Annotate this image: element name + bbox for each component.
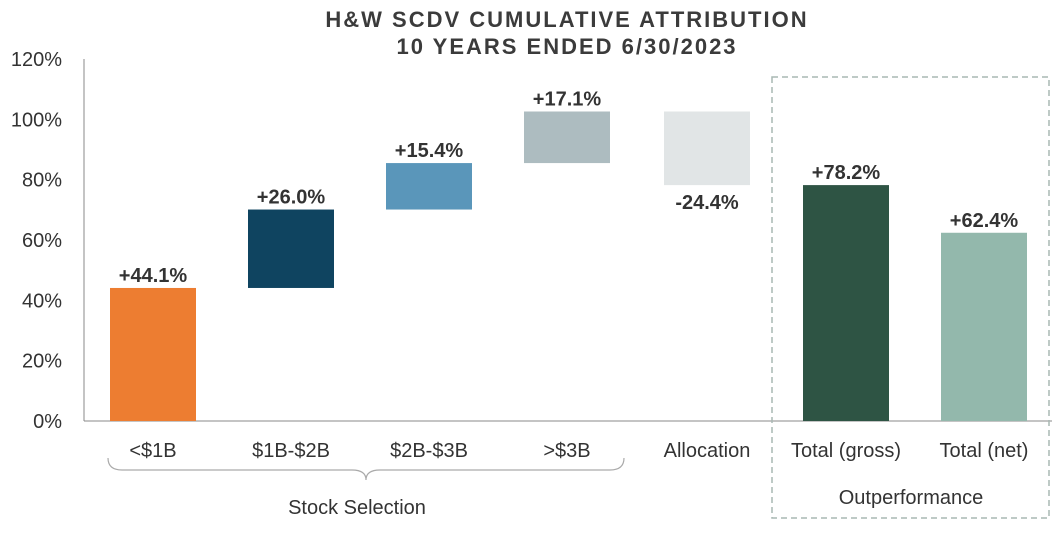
bar [941, 232, 1027, 421]
x-tick-label: $2B-$3B [390, 440, 468, 462]
chart-title: H&W SCDV CUMULATIVE ATTRIBUTION [325, 7, 809, 32]
bar [248, 209, 334, 288]
y-tick-label: 120% [11, 49, 62, 71]
data-label: +15.4% [395, 140, 464, 162]
bar [664, 111, 750, 186]
y-tick-label: 20% [22, 351, 62, 373]
data-label: +17.1% [533, 88, 602, 110]
y-tick-label: 80% [22, 170, 62, 192]
x-tick-label: Total (net) [940, 440, 1029, 462]
data-label: +78.2% [812, 162, 881, 184]
outperformance-box [771, 76, 1050, 519]
data-label: +62.4% [950, 210, 1019, 232]
data-label: +26.0% [257, 187, 326, 209]
x-tick-label: Allocation [664, 440, 751, 462]
data-label: -24.4% [675, 192, 739, 214]
x-tick-label: Total (gross) [791, 440, 901, 462]
bar [524, 111, 610, 164]
y-tick-label: 60% [22, 230, 62, 252]
bar [386, 163, 472, 210]
x-tick-label: >$3B [543, 440, 590, 462]
x-tick-label: $1B-$2B [252, 440, 330, 462]
group-label: Stock Selection [288, 497, 426, 519]
bar [803, 185, 889, 421]
y-tick-label: 40% [22, 290, 62, 312]
chart-subtitle: 10 YEARS ENDED 6/30/2023 [396, 34, 738, 59]
y-tick-label: 0% [33, 411, 62, 433]
y-tick-label: 100% [11, 109, 62, 131]
x-tick-label: <$1B [129, 440, 176, 462]
chart-title-block: H&W SCDV CUMULATIVE ATTRIBUTION 10 YEARS… [0, 6, 1064, 60]
group-label: Outperformance [839, 487, 984, 509]
data-label: +44.1% [119, 265, 188, 287]
stock-selection-brace [107, 457, 625, 481]
bar [110, 287, 196, 421]
